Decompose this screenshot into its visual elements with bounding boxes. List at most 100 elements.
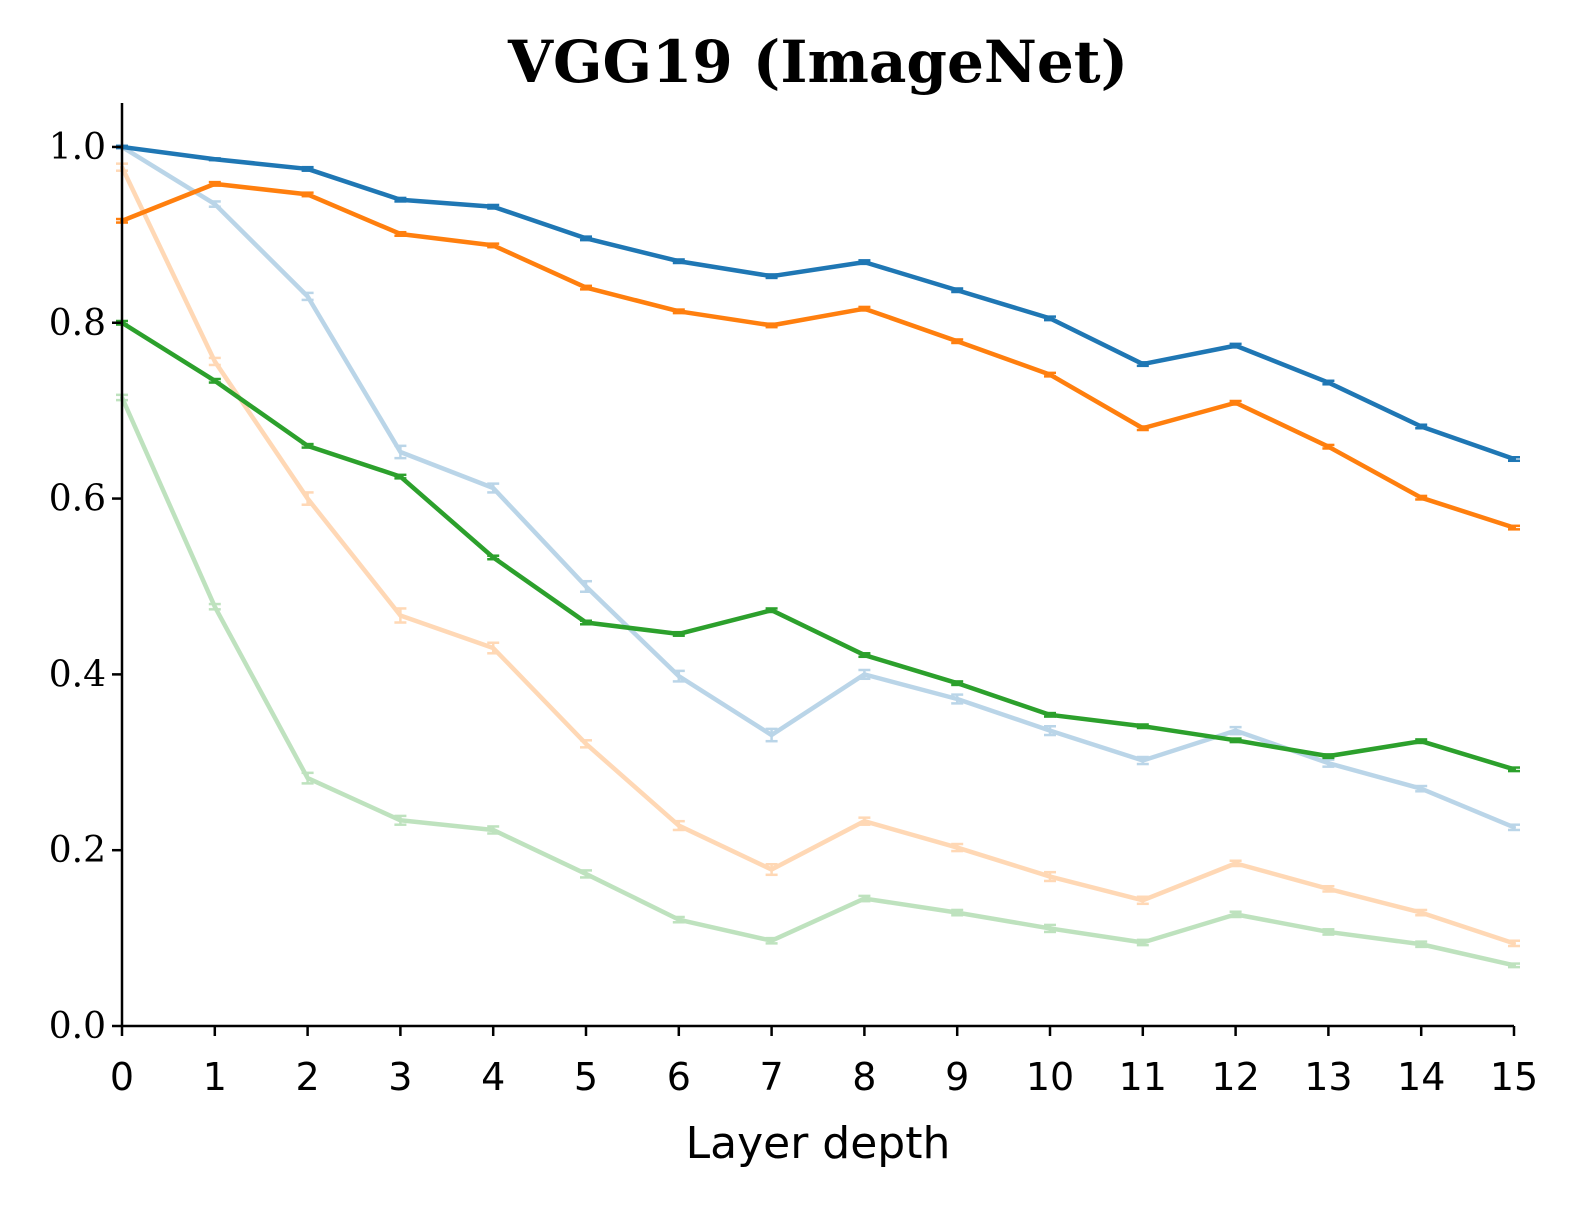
data-point-blue-6 <box>676 259 681 264</box>
data-point-blue-9 <box>955 288 960 293</box>
series-layer <box>116 143 1520 969</box>
data-point-blue-4 <box>491 204 496 209</box>
data-point-green-light-8 <box>862 896 867 901</box>
data-point-orange-4 <box>491 243 496 248</box>
data-point-orange-11 <box>1140 426 1145 431</box>
data-point-blue-light-12 <box>1233 728 1238 733</box>
x-tick-label: 3 <box>388 1055 412 1099</box>
y-tick-label: 0.4 <box>49 654 106 695</box>
error-bar-orange-light-9 <box>951 842 964 853</box>
data-point-orange-light-6 <box>676 823 681 828</box>
x-tick-label: 13 <box>1304 1055 1352 1099</box>
x-tick-label: 10 <box>1026 1055 1074 1099</box>
data-point-blue-1 <box>212 157 217 162</box>
data-point-orange-14 <box>1419 495 1424 500</box>
data-point-orange-light-8 <box>862 819 867 824</box>
error-bar-green-light-7 <box>765 936 778 945</box>
series-line-green-light <box>119 396 1515 968</box>
data-point-orange-6 <box>676 309 681 314</box>
data-point-blue-light-15 <box>1512 825 1516 830</box>
data-point-green-light-9 <box>955 910 960 915</box>
data-point-blue-light-10 <box>1048 728 1052 733</box>
data-point-blue-light-4 <box>491 486 496 491</box>
x-tick-label: 8 <box>852 1055 876 1099</box>
data-point-green-light-5 <box>584 871 588 876</box>
data-point-orange-light-10 <box>1048 874 1052 879</box>
data-point-blue-light-11 <box>1140 758 1145 763</box>
error-bar-blue-light-10 <box>1044 724 1056 737</box>
data-point-green-11 <box>1140 724 1145 729</box>
error-bar-blue-light-5 <box>580 579 592 594</box>
x-tick-label: 6 <box>667 1055 691 1099</box>
data-point-orange-10 <box>1048 372 1052 377</box>
series-orange <box>116 180 1520 531</box>
data-point-green-light-15 <box>1512 963 1516 968</box>
error-bar-blue-light-8 <box>858 668 871 681</box>
error-bar-blue-light-9 <box>951 693 964 705</box>
data-point-blue-light-2 <box>305 294 310 299</box>
error-bar-blue-light-2 <box>301 291 314 302</box>
data-point-green-light-2 <box>305 776 310 781</box>
series-blue <box>116 144 1520 463</box>
error-bar-blue-light-14 <box>1415 784 1428 793</box>
data-point-orange-15 <box>1512 525 1516 530</box>
error-bar-green-light-3 <box>394 814 407 826</box>
data-point-green-2 <box>305 443 310 448</box>
data-point-blue-11 <box>1140 362 1145 367</box>
x-tick-label: 15 <box>1490 1055 1538 1099</box>
data-point-orange-12 <box>1233 400 1238 405</box>
data-point-orange-light-3 <box>398 613 403 618</box>
x-tick-label: 9 <box>945 1055 969 1099</box>
error-bar-blue-light-3 <box>394 444 407 460</box>
data-point-orange-light-13 <box>1326 886 1331 891</box>
x-tick-label: 4 <box>481 1055 505 1099</box>
data-point-orange-light-12 <box>1233 861 1238 866</box>
data-point-green-10 <box>1048 712 1052 717</box>
data-point-green-light-4 <box>491 827 496 832</box>
series-blue-light <box>116 143 1520 832</box>
data-point-blue-light-9 <box>955 696 960 701</box>
data-point-green-8 <box>862 653 867 658</box>
error-bar-green-light-1 <box>208 602 221 611</box>
data-point-orange-light-4 <box>491 646 496 651</box>
data-point-orange-light-15 <box>1512 941 1516 946</box>
data-point-blue-7 <box>769 274 774 279</box>
data-point-green-light-13 <box>1326 929 1331 934</box>
error-bar-blue-light-4 <box>487 482 500 494</box>
series-line-green <box>120 320 1515 772</box>
error-bar-orange-light-15 <box>1508 939 1520 948</box>
error-bar-green-light-9 <box>951 908 964 917</box>
error-bar-green-light-10 <box>1044 923 1056 934</box>
data-point-orange-light-11 <box>1140 898 1145 903</box>
data-point-green-9 <box>955 681 960 686</box>
data-point-blue-light-1 <box>212 202 217 207</box>
error-bar-blue-light-12 <box>1229 725 1242 736</box>
series-line-blue-light <box>120 145 1515 830</box>
data-point-orange-7 <box>769 323 774 328</box>
x-tick-label: 2 <box>296 1055 320 1099</box>
error-bar-green-light-12 <box>1229 910 1242 919</box>
x-tick-label: 0 <box>110 1055 134 1099</box>
x-tick-label: 11 <box>1119 1055 1167 1099</box>
data-point-green-light-1 <box>212 604 217 609</box>
x-axis-label: Layer depth <box>686 1118 951 1169</box>
data-point-blue-light-7 <box>769 733 774 738</box>
series-line-orange-light <box>119 166 1515 946</box>
error-bar-green-light-13 <box>1322 928 1335 936</box>
data-point-blue-12 <box>1233 343 1238 348</box>
data-point-green-6 <box>676 631 681 636</box>
error-bar-orange-light-7 <box>765 863 778 877</box>
error-bar-orange-light-8 <box>858 816 871 826</box>
data-point-orange-light-14 <box>1419 910 1424 915</box>
data-point-blue-light-3 <box>398 449 403 454</box>
data-point-orange-13 <box>1326 444 1331 449</box>
data-point-green-light-3 <box>398 818 403 823</box>
data-point-blue-8 <box>862 260 867 265</box>
x-tick-label: 7 <box>760 1055 784 1099</box>
error-bar-orange-light-1 <box>208 356 221 367</box>
data-point-green-1 <box>212 378 217 383</box>
error-bar-green-light-2 <box>301 771 314 785</box>
error-bar-blue-light-7 <box>765 727 778 743</box>
